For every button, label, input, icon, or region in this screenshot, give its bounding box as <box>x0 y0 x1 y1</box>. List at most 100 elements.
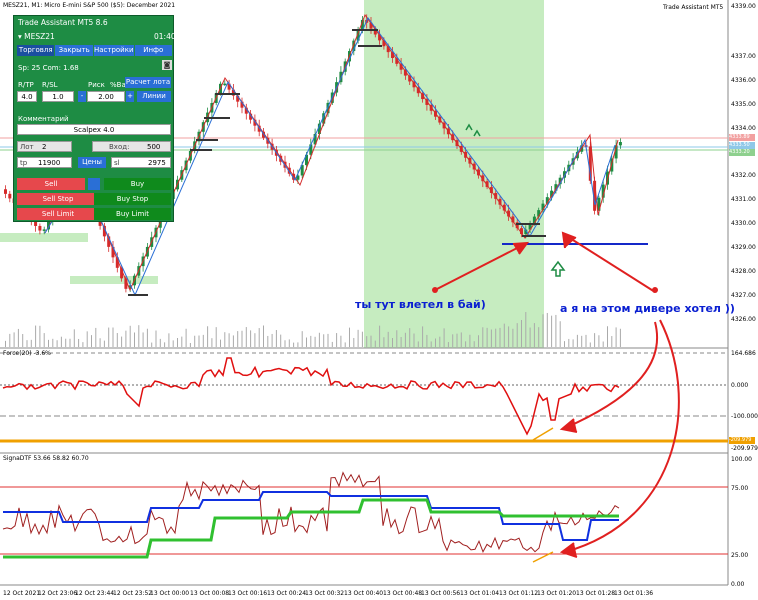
panel-tabs: Торговля Закрыть Настройки Инфо <box>17 45 172 56</box>
candle-body <box>47 221 50 230</box>
sell-limit-button[interactable]: Sell Limit <box>17 208 99 220</box>
annotation-arrows <box>434 231 680 558</box>
candle-body <box>128 285 132 289</box>
time-tick-label: 13 Oct 00:24 <box>267 590 306 597</box>
risk-input[interactable]: 2.00 <box>87 91 125 102</box>
force-tick-label: 164.686 <box>731 350 756 357</box>
force-tick-label: -100.000 <box>731 413 758 420</box>
candle-body <box>120 267 124 279</box>
signa-brown-line <box>2 471 620 554</box>
risk-plus-button[interactable]: + <box>126 91 134 102</box>
candle-body <box>287 167 291 174</box>
panel-title[interactable]: Trade Assistant MT5 8.6 <box>14 16 173 30</box>
time-tick-label: 13 Oct 01:28 <box>576 590 615 597</box>
tab-settings[interactable]: Настройки <box>93 45 134 56</box>
sl-input[interactable]: sl 2975 <box>111 157 171 168</box>
panel-time: 01:40 <box>154 32 176 41</box>
signa-blue-line <box>3 491 619 541</box>
candle-body <box>317 123 321 135</box>
time-tick-label: 13 Oct 00:40 <box>344 590 383 597</box>
tab-info[interactable]: Инфо <box>134 45 172 56</box>
time-tick-label: 12 Oct 23:44 <box>75 590 114 597</box>
force-axis: 164.686 0.000 -100.000 -209.979 <box>731 350 758 452</box>
time-tick-label: 13 Oct 01:04 <box>460 590 499 597</box>
time-tick-label: 12 Oct 23:52 <box>113 590 152 597</box>
price-tag-blue: 4333.50 <box>729 142 755 149</box>
rsl-label: R/SL <box>42 81 58 89</box>
candle-body <box>563 171 566 178</box>
tab-close[interactable]: Закрыть <box>55 45 93 56</box>
prices-button[interactable]: Цены <box>78 157 106 168</box>
candle-body <box>528 223 532 230</box>
sell-stop-button[interactable]: Sell Stop <box>17 193 99 205</box>
candle-body <box>309 144 313 155</box>
candle-body <box>593 180 597 211</box>
candle-body <box>373 28 377 35</box>
candle-body <box>296 175 300 180</box>
chevron-down-icon[interactable]: ▾ <box>18 32 25 41</box>
candle-body <box>489 187 493 193</box>
candle-body <box>111 246 115 258</box>
sell-button[interactable]: Sell <box>17 178 85 190</box>
candle-body <box>498 198 502 205</box>
candle-body <box>485 181 489 188</box>
highlight-zone <box>364 0 544 348</box>
time-tick-label: 12 Oct 2021 <box>3 590 40 597</box>
pct-label: %Ba <box>110 81 126 89</box>
candle-body <box>236 95 240 102</box>
price-tick-label: 4337.00 <box>731 53 756 60</box>
candle-body <box>494 192 498 199</box>
candle-body <box>558 177 562 185</box>
tab-trade[interactable]: Торговля <box>17 45 55 56</box>
candle-body <box>257 125 261 132</box>
candle-body <box>382 40 386 47</box>
risk-label: Риск <box>88 81 105 89</box>
rtp-label: R/TP <box>18 81 34 89</box>
risk-minus-button[interactable]: - <box>78 91 86 102</box>
price-tick-label: 4326.00 <box>731 316 756 323</box>
calc-lot-button[interactable]: Расчет лота <box>125 77 171 88</box>
comment-input[interactable]: Scalpex 4.0 <box>17 124 171 135</box>
candle-body <box>614 145 618 159</box>
lot-input[interactable]: Лот 2 <box>17 141 72 152</box>
candle-body <box>395 57 399 64</box>
volumes-group <box>5 312 621 347</box>
buy-stop-button[interactable]: Buy Stop <box>94 193 171 205</box>
signa-axis: 100.00 75.00 25.00 0.00 <box>731 456 752 588</box>
panel-symbol-text: MESZ21 <box>24 32 55 41</box>
lines-button[interactable]: Линии <box>137 91 171 102</box>
orange-arrows <box>532 427 554 563</box>
price-tick-label: 4336.00 <box>731 77 756 84</box>
entry-input[interactable]: Вход: 500 <box>92 141 171 152</box>
candle-body <box>618 142 622 146</box>
candle-body <box>515 222 519 229</box>
candle-body <box>391 52 394 58</box>
candle-body <box>313 134 317 145</box>
tp-input[interactable]: tp 11900 <box>17 157 72 168</box>
camera-icon[interactable]: ◙ <box>162 60 172 70</box>
candle-body <box>601 184 605 198</box>
candle-body <box>502 204 506 211</box>
candle-body <box>322 113 326 124</box>
candle-body <box>244 107 248 114</box>
candle-body <box>300 165 304 176</box>
candle-body <box>38 225 42 231</box>
buy-limit-button[interactable]: Buy Limit <box>94 208 171 220</box>
buy-button[interactable]: Buy <box>104 178 171 190</box>
trade-assistant-panel[interactable]: Trade Assistant MT5 8.6 ▾ MESZ21 01:40 Т… <box>13 15 176 222</box>
candle-body <box>403 69 407 76</box>
rsl-input[interactable]: 1.0 <box>42 91 74 102</box>
candle-body <box>408 75 412 82</box>
candle-body <box>352 40 356 52</box>
time-tick-label: 13 Oct 00:48 <box>383 590 422 597</box>
candle-body <box>115 257 119 268</box>
candle-body <box>34 221 38 226</box>
lock-toggle-button[interactable] <box>88 178 100 190</box>
candle-body <box>511 216 515 223</box>
price-tick-label: 4329.00 <box>731 244 756 251</box>
rtp-input[interactable]: 4.0 <box>17 91 37 102</box>
price-tick-label: 4330.00 <box>731 220 756 227</box>
time-tick-label: 12 Oct 23:06 <box>38 590 77 597</box>
force-tick-label: -209.979 <box>731 445 758 452</box>
